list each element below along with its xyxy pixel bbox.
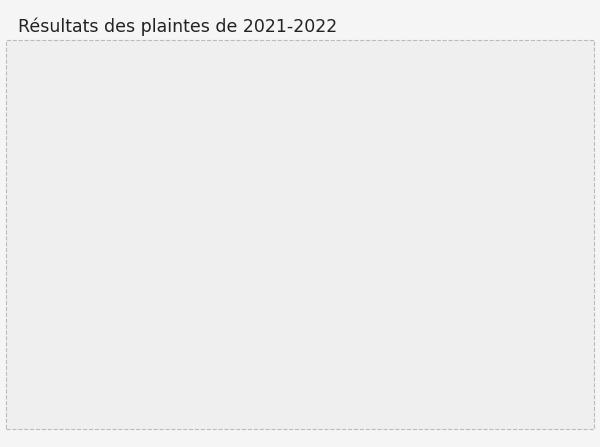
Legend: Fondées, Non fondées, Réglées, Abandonnées, Refus ou cessation
de faire enquête: Fondées, Non fondées, Réglées, Abandonné… <box>343 169 499 300</box>
Text: 6: 6 <box>23 214 33 229</box>
Wedge shape <box>49 225 174 280</box>
Wedge shape <box>50 136 174 241</box>
Text: 934: 934 <box>94 192 124 207</box>
Text: 4 848: 4 848 <box>215 277 262 292</box>
Text: 477: 477 <box>82 241 112 256</box>
Text: 522: 522 <box>134 160 164 176</box>
Wedge shape <box>50 224 174 241</box>
Wedge shape <box>55 117 299 366</box>
Text: Résultats des plaintes de 2021-2022: Résultats des plaintes de 2021-2022 <box>18 18 337 36</box>
Wedge shape <box>107 117 174 241</box>
